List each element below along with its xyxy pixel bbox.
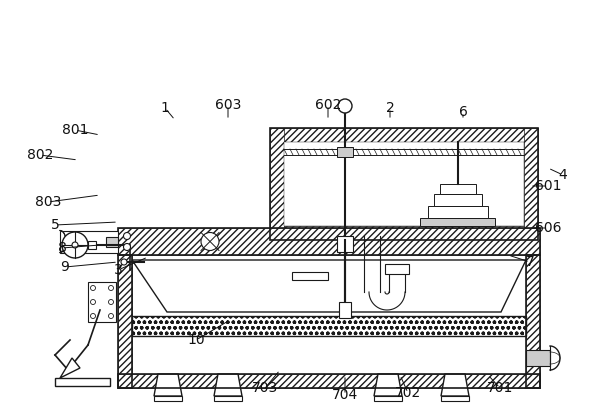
Bar bbox=[214, 396, 242, 401]
Circle shape bbox=[124, 232, 130, 239]
Bar bbox=[132, 316, 526, 336]
Polygon shape bbox=[60, 358, 80, 378]
Bar bbox=[118, 228, 540, 255]
Bar bbox=[434, 194, 482, 206]
Bar bbox=[132, 316, 526, 336]
Circle shape bbox=[90, 300, 96, 305]
Bar bbox=[270, 128, 538, 240]
Bar bbox=[526, 350, 550, 366]
Polygon shape bbox=[154, 374, 182, 396]
Text: 602: 602 bbox=[315, 98, 341, 112]
Bar bbox=[118, 255, 132, 388]
Circle shape bbox=[108, 286, 114, 290]
Circle shape bbox=[62, 232, 88, 258]
Circle shape bbox=[338, 99, 352, 113]
Polygon shape bbox=[214, 374, 242, 396]
Text: 704: 704 bbox=[332, 388, 358, 402]
Bar bbox=[440, 184, 476, 194]
Text: 10: 10 bbox=[187, 333, 205, 347]
Text: 601: 601 bbox=[535, 179, 562, 193]
Bar bbox=[337, 147, 353, 157]
Bar bbox=[55, 378, 110, 386]
Circle shape bbox=[90, 286, 96, 290]
Bar bbox=[374, 396, 402, 401]
Text: 7: 7 bbox=[526, 255, 535, 269]
Text: 4: 4 bbox=[559, 168, 568, 182]
Text: 3: 3 bbox=[114, 263, 123, 277]
Bar bbox=[270, 128, 284, 240]
Text: 803: 803 bbox=[35, 195, 61, 209]
Bar bbox=[118, 255, 132, 388]
Text: 801: 801 bbox=[62, 123, 89, 137]
Bar bbox=[60, 230, 118, 252]
Text: 8: 8 bbox=[57, 241, 66, 255]
Bar bbox=[106, 237, 118, 247]
Bar bbox=[337, 236, 353, 252]
Text: 1: 1 bbox=[160, 101, 169, 115]
Bar bbox=[88, 241, 96, 249]
Circle shape bbox=[108, 313, 114, 318]
Bar bbox=[88, 282, 116, 322]
Text: 5: 5 bbox=[51, 218, 59, 232]
Bar bbox=[441, 396, 469, 401]
Text: 703: 703 bbox=[252, 381, 278, 395]
Bar bbox=[118, 374, 540, 388]
Bar bbox=[270, 226, 538, 240]
Text: 606: 606 bbox=[535, 221, 562, 235]
Bar bbox=[118, 374, 540, 388]
Text: 2: 2 bbox=[386, 101, 394, 115]
Circle shape bbox=[90, 313, 96, 318]
Bar bbox=[385, 264, 409, 274]
Bar bbox=[339, 302, 351, 318]
Polygon shape bbox=[374, 374, 402, 396]
Text: 6: 6 bbox=[459, 105, 468, 119]
Circle shape bbox=[121, 259, 127, 265]
Polygon shape bbox=[132, 260, 526, 312]
Bar bbox=[284, 142, 524, 226]
Bar bbox=[524, 128, 538, 240]
Bar bbox=[270, 128, 538, 142]
Bar bbox=[428, 206, 488, 218]
Text: 802: 802 bbox=[27, 148, 53, 162]
Circle shape bbox=[201, 232, 219, 251]
Bar bbox=[118, 228, 540, 255]
Bar bbox=[292, 272, 328, 280]
Bar bbox=[154, 396, 182, 401]
Bar bbox=[420, 218, 495, 226]
Text: 701: 701 bbox=[487, 381, 513, 395]
Circle shape bbox=[124, 244, 130, 251]
Text: 9: 9 bbox=[60, 260, 69, 274]
Bar bbox=[526, 255, 540, 388]
Text: 603: 603 bbox=[215, 98, 241, 112]
Circle shape bbox=[72, 242, 78, 248]
Text: 702: 702 bbox=[395, 386, 421, 400]
Polygon shape bbox=[441, 374, 469, 396]
Circle shape bbox=[108, 300, 114, 305]
Bar bbox=[526, 255, 540, 388]
